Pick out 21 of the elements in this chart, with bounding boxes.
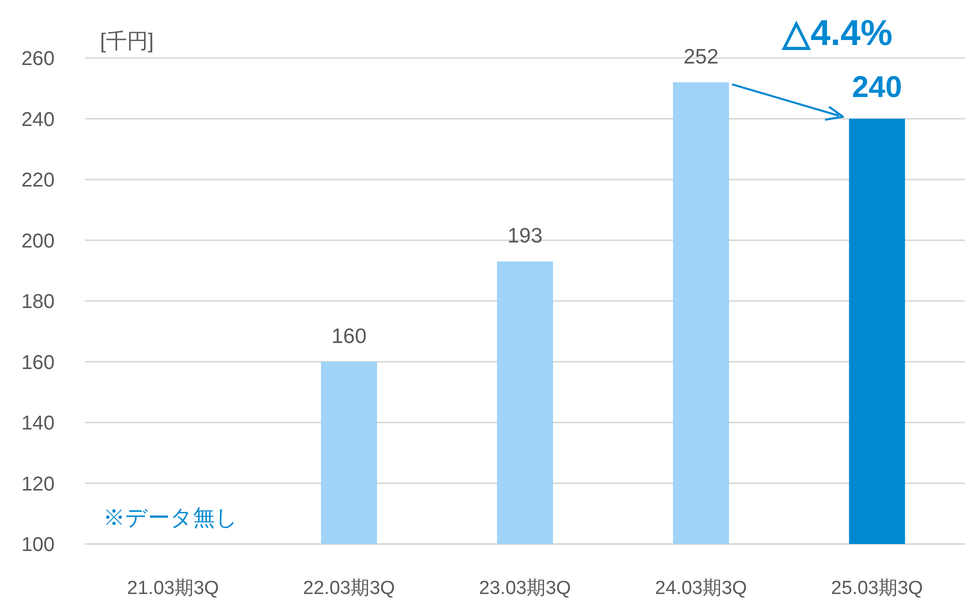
annotation: ※データ無し xyxy=(103,505,238,530)
y-tick-label: 240 xyxy=(21,108,55,131)
data-label: 193 xyxy=(507,224,543,248)
x-tick-label: 23.03期3Q xyxy=(479,578,571,599)
y-tick-label: 260 xyxy=(21,48,55,70)
y-tick-label: 100 xyxy=(21,534,55,556)
y-tick-label: 160 xyxy=(21,352,55,374)
x-tick-label: 25.03期3Q xyxy=(831,578,923,599)
y-tick-label: 140 xyxy=(21,412,55,434)
y-tick-label: 120 xyxy=(21,473,55,496)
y-tick-label: 200 xyxy=(21,230,55,252)
x-tick-label: 24.03期3Q xyxy=(655,578,747,599)
data-label: 160 xyxy=(331,324,367,348)
data-label: 252 xyxy=(683,45,719,68)
x-tick-label: 21.03期3Q xyxy=(127,578,219,599)
x-tick-label: 22.03期3Q xyxy=(303,578,395,599)
y-tick-label: 220 xyxy=(21,170,55,192)
data-label: 240 xyxy=(852,70,902,104)
y-tick-label: 180 xyxy=(21,291,55,313)
text: △4.4% xyxy=(781,12,893,53)
y-axis-title: [千円] xyxy=(100,30,154,53)
